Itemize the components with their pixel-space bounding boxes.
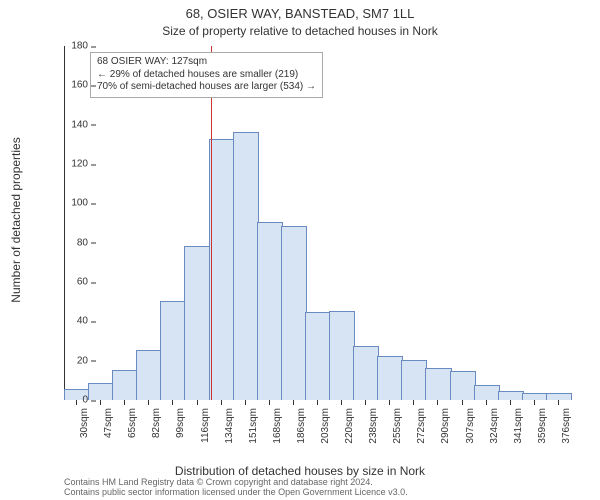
bar [353, 346, 379, 400]
bar [425, 368, 451, 400]
x-tick: 376sqm [561, 408, 572, 444]
attribution: Contains HM Land Registry data © Crown c… [64, 478, 580, 498]
x-tick-mark [269, 400, 270, 405]
x-tick: 238sqm [368, 408, 379, 444]
x-tick-mark [148, 400, 149, 405]
bar [522, 393, 548, 400]
x-tick-mark [365, 400, 366, 405]
y-tick: 180 [48, 41, 88, 52]
bar [377, 356, 403, 400]
x-tick: 255sqm [392, 408, 403, 444]
x-tick-mark [413, 400, 414, 405]
bar [474, 385, 500, 400]
x-tick-mark [534, 400, 535, 405]
bars-container [64, 46, 570, 400]
y-tick: 20 [48, 355, 88, 366]
bar [450, 371, 476, 400]
bar [305, 312, 331, 400]
y-tick: 40 [48, 316, 88, 327]
x-tick-mark [124, 400, 125, 405]
x-tick-mark [221, 400, 222, 405]
x-tick-mark [197, 400, 198, 405]
bar [281, 226, 307, 400]
x-tick-mark [172, 400, 173, 405]
bar [209, 139, 235, 400]
annotation-line: ← 29% of detached houses are smaller (21… [97, 69, 316, 82]
reference-line [211, 46, 212, 400]
x-tick-mark [245, 400, 246, 405]
x-tick: 359sqm [537, 408, 548, 444]
y-tick: 100 [48, 198, 88, 209]
bar [112, 370, 138, 401]
x-tick-mark [341, 400, 342, 405]
x-tick: 116sqm [200, 408, 211, 443]
x-tick-mark [558, 400, 559, 405]
annotation-line: 70% of semi-detached houses are larger (… [97, 81, 316, 94]
x-tick: 324sqm [489, 408, 500, 444]
bar [257, 222, 283, 400]
x-tick-mark [437, 400, 438, 405]
bar [498, 391, 524, 400]
bar [160, 301, 186, 400]
x-tick: 151sqm [248, 408, 259, 444]
y-axis-label: Number of detached properties [9, 137, 23, 302]
plot-area: 68 OSIER WAY: 127sqm← 29% of detached ho… [64, 46, 570, 400]
y-tick: 60 [48, 277, 88, 288]
bar [136, 350, 162, 400]
x-tick-mark [317, 400, 318, 405]
x-tick: 186sqm [296, 408, 307, 444]
bar [546, 393, 572, 400]
x-tick: 82sqm [151, 408, 162, 438]
x-tick: 272sqm [416, 408, 427, 444]
annotation-line: 68 OSIER WAY: 127sqm [97, 56, 316, 69]
x-tick: 307sqm [465, 408, 476, 444]
x-tick: 47sqm [103, 408, 114, 438]
chart-subtitle: Size of property relative to detached ho… [0, 22, 600, 38]
x-tick-mark [486, 400, 487, 405]
x-tick: 30sqm [79, 408, 90, 438]
x-tick-mark [389, 400, 390, 405]
x-tick-mark [510, 400, 511, 405]
x-tick-mark [100, 400, 101, 405]
x-tick: 134sqm [224, 408, 235, 444]
x-tick: 99sqm [175, 408, 186, 438]
chart-container: { "chart": { "title": "68, OSIER WAY, BA… [0, 0, 600, 500]
x-tick-mark [462, 400, 463, 405]
x-tick-mark [293, 400, 294, 405]
bar [184, 246, 210, 400]
x-axis-label: Distribution of detached houses by size … [0, 464, 600, 478]
x-tick: 168sqm [272, 408, 283, 444]
bar [88, 383, 114, 400]
chart-title: 68, OSIER WAY, BANSTEAD, SM7 1LL [0, 0, 600, 22]
x-tick-mark [76, 400, 77, 405]
y-tick: 160 [48, 80, 88, 91]
y-tick: 140 [48, 119, 88, 130]
y-tick: 80 [48, 237, 88, 248]
y-tick: 0 [48, 395, 88, 406]
attribution-line: Contains public sector information licen… [64, 488, 580, 498]
x-tick: 203sqm [320, 408, 331, 444]
bar [233, 132, 259, 400]
bar [329, 311, 355, 401]
x-tick: 65sqm [127, 408, 138, 438]
annotation-box: 68 OSIER WAY: 127sqm← 29% of detached ho… [90, 52, 323, 98]
x-tick: 220sqm [344, 408, 355, 444]
x-tick: 341sqm [513, 408, 524, 444]
y-tick: 120 [48, 159, 88, 170]
bar [401, 360, 427, 400]
x-tick: 290sqm [440, 408, 451, 444]
